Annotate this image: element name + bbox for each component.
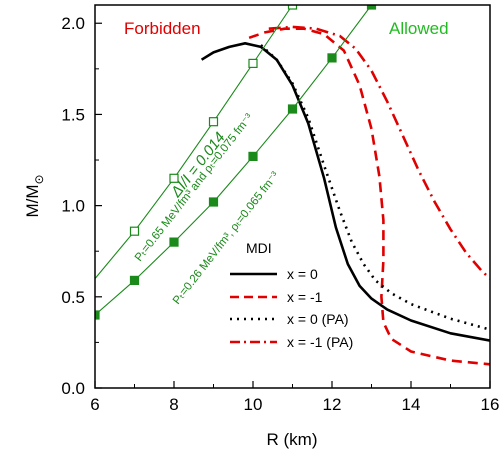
data-layer (95, 5, 490, 366)
series-4-marker-0 (129, 226, 140, 236)
series-line-1 (248, 27, 490, 366)
upper-crust-annotation: Pₜ=0.65 MeV/fm³ and ρₜ=0.075 fm⁻³ (133, 112, 256, 264)
series-4-marker-3 (248, 58, 258, 69)
series-5-marker-4 (248, 151, 258, 161)
y-axis-label-sub: ⊙ (32, 174, 46, 184)
x-tick-label-3: 12 (323, 395, 342, 414)
series-line-3 (268, 25, 490, 280)
x-tick-label-0: 6 (90, 395, 99, 414)
y-axis-label: M/M⊙ (23, 174, 46, 217)
y-tick-label-2: 1.0 (61, 197, 85, 216)
y-tick-label-4: 2.0 (61, 14, 85, 33)
y-tick-label-3: 1.5 (61, 105, 85, 124)
series-5-marker-7 (366, 5, 377, 10)
series-5-marker-5 (287, 104, 298, 114)
x-tick-label-4: 14 (402, 395, 421, 414)
series-4-marker-4 (287, 5, 298, 10)
y-axis-label-main: M/M (23, 185, 42, 218)
series-5-marker-3 (208, 197, 219, 207)
series-line-2 (260, 44, 490, 331)
y-tick-label-1: 0.5 (61, 288, 85, 307)
series-5-marker-2 (169, 237, 179, 247)
x-tick-label-2: 10 (244, 395, 263, 414)
legend-entry-2: x = 0 (PA) (287, 311, 349, 327)
allowed-label: Allowed (389, 19, 449, 38)
x-axis-label: R (km) (267, 430, 318, 449)
series-5-marker-0 (95, 310, 100, 320)
series-5-marker-6 (327, 53, 337, 63)
x-tick-label-5: 16 (481, 395, 500, 414)
y-tick-label-0: 0.0 (61, 379, 85, 398)
series-4-marker-2 (208, 117, 219, 127)
legend: MDI x = 0 x = -1 x = 0 (PA) x = -1 (PA) (230, 240, 353, 350)
legend-title: MDI (246, 240, 272, 256)
series-5-marker-1 (129, 275, 140, 285)
x-tick-label-1: 8 (169, 395, 178, 414)
legend-entry-0: x = 0 (287, 266, 318, 282)
axis-layer: 6 8 10 12 14 16 0.0 0.5 1.0 1.5 2.0 (61, 14, 499, 414)
series-line-0 (200, 41, 490, 342)
forbidden-label: Forbidden (124, 19, 201, 38)
legend-entry-1: x = -1 (287, 289, 323, 305)
series-4-marker-1 (169, 173, 179, 183)
legend-entry-3: x = -1 (PA) (287, 334, 353, 350)
svg-text:M/M⊙: M/M⊙ (23, 174, 46, 217)
